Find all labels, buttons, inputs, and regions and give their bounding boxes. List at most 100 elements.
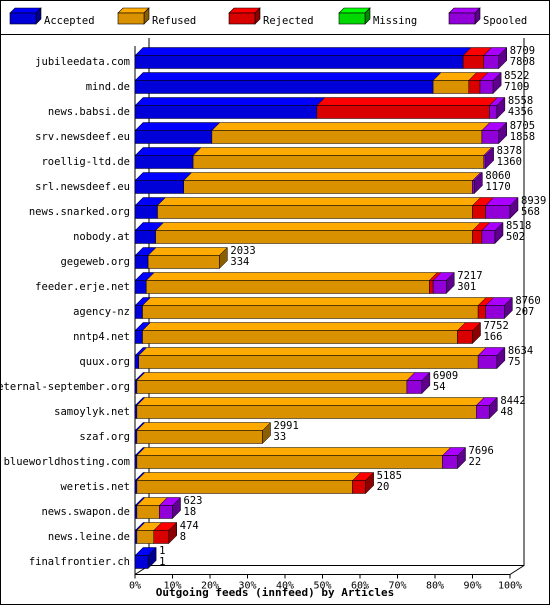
bar-segment-refused	[136, 447, 452, 469]
category-label: jubileedata.com	[35, 56, 130, 68]
accepted-count: 7808	[510, 56, 535, 68]
legend-swatch	[448, 12, 476, 25]
legend-item-accepted: Accepted	[9, 7, 95, 27]
bar-segment-refused	[155, 222, 482, 244]
bar-segment-refused	[147, 246, 228, 270]
accepted-count: 54	[433, 381, 446, 393]
bar-segment-refused	[136, 397, 485, 419]
bar-segment-spooled	[483, 46, 508, 70]
bar-segment-refused	[432, 72, 478, 94]
category-label: nobody.at	[73, 231, 130, 243]
bar-segment-refused	[136, 421, 272, 445]
category-label: weretis.net	[60, 481, 130, 493]
offered-count: 8378	[497, 145, 522, 157]
offered-count: 8558	[508, 95, 533, 107]
bar-segment-accepted	[134, 247, 157, 269]
bar-segment-spooled	[158, 496, 182, 520]
category-label: feeder.erje.net	[35, 281, 130, 293]
legend-item-refused: Refused	[117, 7, 196, 27]
accepted-count: 301	[457, 281, 476, 293]
offered-count: 474	[180, 520, 199, 532]
offered-count: 6909	[433, 370, 458, 382]
accepted-count: 7109	[504, 81, 529, 93]
legend-swatch	[117, 12, 145, 25]
category-label: agency-nz	[73, 306, 130, 318]
bar-segment-spooled	[479, 71, 502, 95]
accepted-count: 568	[521, 206, 540, 218]
category-label: srv.newsdeef.eu	[35, 131, 130, 143]
offered-count: 5185	[377, 470, 402, 482]
bar-segment-spooled	[488, 96, 506, 120]
accepted-count: 18	[184, 506, 197, 518]
bar-segment-refused	[145, 272, 438, 294]
x-tick-label: 20%	[201, 581, 219, 592]
accepted-count: 207	[515, 306, 534, 318]
legend-swatch	[9, 12, 37, 25]
bar-segment-accepted	[134, 72, 442, 94]
accepted-count: 1	[159, 556, 165, 568]
offered-count: 623	[184, 495, 203, 507]
bar-segment-accepted	[134, 97, 326, 119]
x-tick-label: 60%	[351, 581, 369, 592]
bar-segment-accepted	[134, 147, 202, 169]
offered-count: 8709	[510, 45, 535, 57]
offered-count: 7217	[457, 270, 482, 282]
category-label: samoylyk.net	[54, 406, 130, 418]
category-label: news.babsi.de	[48, 106, 130, 118]
x-tick-label: 30%	[238, 581, 256, 592]
x-tick-label: 90%	[463, 581, 481, 592]
bar-segment-rejected	[462, 47, 493, 69]
offered-count: 1	[159, 545, 165, 557]
accepted-count: 20	[377, 481, 390, 493]
accepted-count: 334	[230, 256, 249, 268]
accepted-count: 1360	[497, 156, 522, 168]
offered-count: 8060	[485, 170, 510, 182]
offered-count: 8760	[515, 295, 540, 307]
bar-segment-spooled	[477, 346, 506, 370]
legend-swatch	[338, 12, 366, 25]
category-label: news.leine.de	[48, 531, 130, 543]
bar-segment-refused	[192, 147, 493, 169]
x-tick-label: 100%	[498, 581, 522, 592]
offered-count: 8518	[506, 220, 531, 232]
bar-segment-spooled	[406, 371, 431, 395]
accepted-count: 1858	[510, 131, 535, 143]
category-label: roellig-ltd.de	[41, 156, 130, 168]
bar-segment-spooled	[441, 446, 467, 470]
bar-segment-accepted	[134, 197, 167, 219]
x-tick-label: 10%	[163, 581, 181, 592]
offered-count: 8442	[500, 395, 525, 407]
x-tick-label: 50%	[313, 581, 331, 592]
bar-segment-spooled	[481, 221, 504, 245]
bar-segment-spooled	[485, 296, 513, 320]
legend-item-missing: Missing	[338, 7, 417, 27]
floor-edge	[509, 565, 525, 575]
category-label: nntp4.net	[73, 331, 130, 343]
bar-segment-rejected	[316, 97, 498, 119]
bar-segment-spooled	[471, 171, 483, 195]
category-label: mind.de	[86, 81, 130, 93]
bar-segment-rejected	[153, 521, 178, 545]
category-label: quux.org	[79, 356, 130, 368]
bar-segment-refused	[136, 497, 168, 519]
bar-segment-accepted	[134, 47, 472, 69]
bar-segment-spooled	[485, 196, 519, 220]
category-label: srl.newsdeef.eu	[35, 181, 130, 193]
bar-segment-spooled	[481, 121, 508, 145]
accepted-count: 48	[500, 406, 513, 418]
bar-segment-rejected	[456, 321, 482, 345]
accepted-count: 1170	[485, 181, 510, 193]
legend-label: Accepted	[44, 15, 95, 27]
x-axis-label: Outgoing feeds (innfeed) by Articles	[156, 586, 394, 599]
